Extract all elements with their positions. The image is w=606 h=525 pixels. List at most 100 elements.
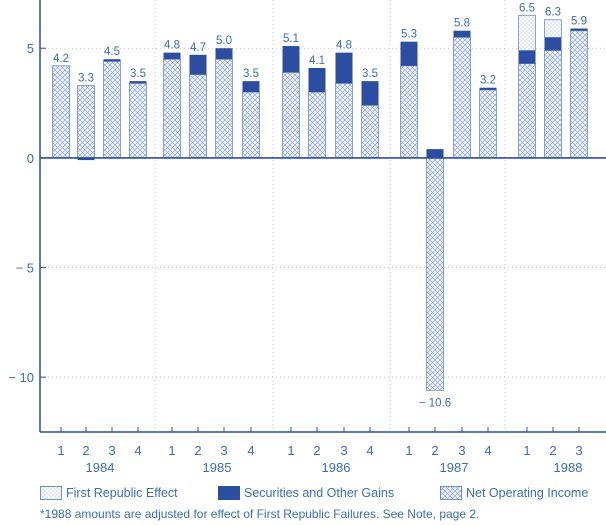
footnote: *1988 amounts are adjusted for effect of… [40, 507, 480, 521]
legend-label-operating: Net Operating Income [466, 486, 589, 500]
bar-operating [77, 85, 95, 159]
bar-securities [129, 81, 147, 84]
bar-operating [544, 50, 562, 159]
x-axis-ticks: 1 2 3 4 1 2 3 4 1 2 3 4 1 2 3 4 1 2 3 1984 1985 1986 1987 1988 [57, 427, 583, 475]
y-tick-label: − 10 [8, 370, 34, 385]
y-tick-label: − 5 [16, 261, 34, 276]
data-labels: 4.2 3.3 4.5 3.5 4.8 4.7 5.0 3.5 5.1 4.1 4.8 3.5 5.3 −… [53, 2, 587, 409]
x-tick-label: 1 [405, 443, 412, 458]
bar-securities [189, 54, 207, 75]
data-label: 4.2 [53, 53, 69, 65]
bar-group [426, 149, 444, 391]
bar-group [308, 67, 326, 159]
data-label: 3.5 [362, 68, 378, 80]
bar-securities [215, 48, 233, 60]
x-tick-label: 1 [57, 443, 64, 458]
year-label: 1984 [86, 460, 115, 475]
bar-group [163, 52, 181, 159]
year-label: 1987 [440, 460, 469, 475]
y-tick-label: 0 [27, 151, 34, 166]
bar-group [215, 48, 233, 159]
bar-group [77, 85, 95, 161]
bar-operating [400, 65, 418, 159]
x-tick-label: 3 [340, 443, 347, 458]
x-tick-label: 4 [366, 443, 373, 458]
bar-securities [570, 28, 588, 31]
data-label: 6.5 [519, 2, 535, 14]
bars [52, 14, 588, 391]
bar-group [335, 52, 353, 159]
x-tick-label: 2 [549, 443, 556, 458]
bar-operating [215, 58, 233, 159]
bar-securities [335, 52, 353, 84]
x-tick-label: 3 [458, 443, 465, 458]
y-axis-ticks: 5 0 − 5 − 10 [8, 41, 46, 385]
bar-operating [426, 157, 444, 391]
bar-operating [308, 91, 326, 159]
bar-first-republic [518, 14, 536, 51]
bar-securities [103, 59, 121, 62]
x-tick-label: 2 [82, 443, 89, 458]
data-label: 3.2 [480, 75, 496, 87]
bar-securities [400, 41, 418, 66]
bar-operating [52, 65, 70, 159]
bar-group [361, 81, 379, 159]
bar-operating [242, 91, 260, 159]
data-label: 4.8 [336, 40, 352, 52]
data-label: 4.5 [104, 46, 120, 58]
legend-swatch-securities [218, 486, 240, 500]
year-label: 1985 [203, 460, 232, 475]
data-label: 6.3 [545, 7, 561, 19]
x-tick-label: 3 [220, 443, 227, 458]
bar-operating [163, 58, 181, 159]
data-label: 4.1 [309, 55, 325, 67]
data-label: 5.9 [571, 16, 587, 28]
bar-operating [453, 36, 471, 159]
bar-group [282, 46, 300, 159]
legend-swatch-operating [440, 486, 462, 500]
bar-securities [544, 37, 562, 51]
year-label: 1986 [322, 460, 351, 475]
data-label: 4.7 [190, 42, 206, 54]
bar-securities [453, 30, 471, 38]
bar-group [479, 87, 497, 159]
bar-operating [129, 82, 147, 159]
legend-label-first-republic: First Republic Effect [66, 486, 178, 500]
bar-group [129, 81, 147, 159]
x-tick-label: 4 [247, 443, 254, 458]
legend-item-operating: Net Operating Income [440, 483, 588, 503]
bar-group [52, 65, 70, 159]
bar-securities [242, 81, 260, 93]
legend-item-first-republic: First Republic Effect [40, 483, 178, 503]
bar-group [242, 81, 260, 159]
bar-operating [570, 30, 588, 159]
bar-group [570, 28, 588, 159]
data-label: 3.5 [130, 68, 146, 80]
bar-operating [479, 89, 497, 159]
bar-securities [77, 157, 95, 161]
x-tick-label: 3 [575, 443, 582, 458]
bar-securities [282, 46, 300, 73]
bar-operating [103, 61, 121, 159]
bar-securities [518, 50, 536, 64]
x-tick-label: 2 [431, 443, 438, 458]
bar-securities [308, 67, 326, 93]
legend-swatch-first-republic [40, 486, 62, 500]
data-label: 5.3 [401, 29, 417, 41]
x-tick-label: 3 [108, 443, 115, 458]
bar-first-republic [544, 19, 562, 38]
bar-securities [361, 81, 379, 106]
data-label: − 10.6 [419, 397, 451, 409]
data-label: 3.5 [243, 68, 259, 80]
bar-securities [163, 52, 181, 60]
x-tick-label: 1 [287, 443, 294, 458]
bar-securities [479, 87, 497, 90]
bar-operating [518, 63, 536, 159]
x-tick-label: 1 [168, 443, 175, 458]
bar-operating [335, 82, 353, 159]
bar-group [453, 30, 471, 159]
data-label: 4.8 [164, 40, 180, 52]
bar-operating [282, 71, 300, 159]
bar-securities [426, 149, 444, 158]
